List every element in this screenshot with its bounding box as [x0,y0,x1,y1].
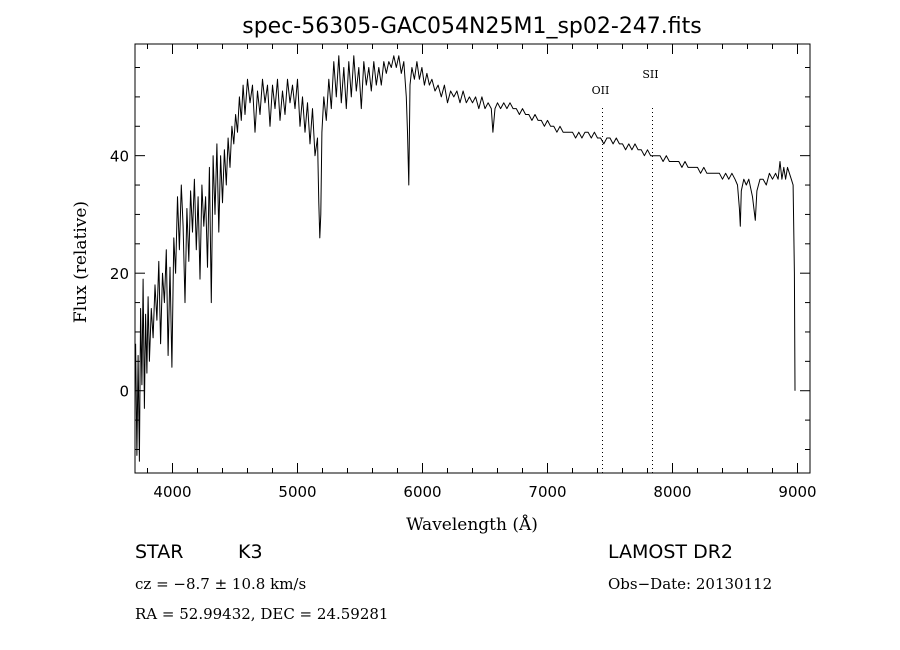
chart-title: spec-56305-GAC054N25M1_sp02-247.fits [242,14,702,39]
x-tick-label: 7000 [528,483,566,501]
object-class: STAR [135,541,184,563]
object-subclass: K3 [238,541,263,563]
x-tick-label: 6000 [403,483,441,501]
series-flux-line [135,55,796,462]
x-axis-label: Wavelength (Å) [406,514,538,535]
emission-line-markers: OII SII [592,68,659,473]
series-layer [135,55,796,462]
y-tick-label: 0 [119,383,129,401]
redshift-velocity: cz = −8.7 ± 10.8 km/s [135,575,307,593]
x-tick-label: 5000 [278,483,316,501]
x-tick-label: 8000 [653,483,691,501]
survey-name: LAMOST DR2 [608,541,733,563]
axis-ticks: 4000 5000 6000 7000 8000 9000 0 20 40 [110,44,817,501]
coordinates: RA = 52.99432, DEC = 24.59281 [135,605,389,623]
y-axis-label: Flux (relative) [71,201,91,323]
x-tick-label: 4000 [153,483,191,501]
spectrum-chart: spec-56305-GAC054N25M1_sp02-247.fits OII… [71,14,817,535]
y-tick-label: 20 [110,265,129,283]
y-tick-label: 40 [110,148,129,166]
plot-frame [134,43,811,474]
emission-line-label: OII [592,84,610,97]
emission-line-label: SII [642,68,658,81]
observation-date: Obs−Date: 20130112 [608,575,773,593]
x-tick-label: 9000 [778,483,816,501]
